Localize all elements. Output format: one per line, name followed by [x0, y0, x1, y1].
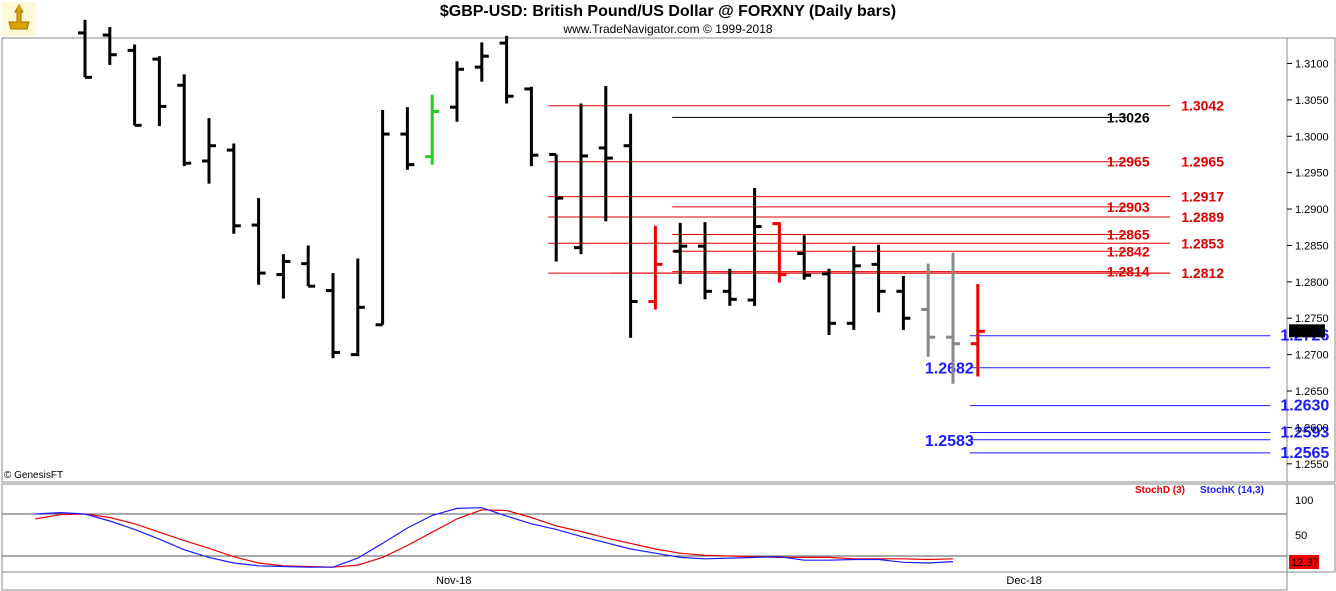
ohlc-bar: [673, 222, 688, 285]
price-tick-label: 1.2900: [1295, 204, 1329, 216]
ohlc-bar: [549, 152, 564, 262]
price-tick-label: 1.3000: [1295, 131, 1329, 143]
chart-title: $GBP-USD: British Pound/US Dollar @ FORX…: [439, 3, 897, 20]
ohlc-bar: [226, 143, 241, 234]
chart-header: $GBP-USD: British Pound/US Dollar @ FORX…: [0, 0, 1336, 38]
ohlc-bar: [896, 276, 911, 330]
ohlc-bar: [499, 35, 514, 104]
ohlc-bar: [722, 268, 737, 306]
level-label: 1.2593: [1280, 425, 1329, 442]
stoch-d-line: [35, 509, 954, 568]
ohlc-bars: [78, 19, 985, 384]
level-label: 1.2853: [1181, 235, 1224, 251]
ohlc-bar: [946, 252, 960, 384]
ohlc-bar: [598, 86, 613, 222]
ohlc-bar: [78, 19, 92, 79]
date-tick-label: Dec-18: [1006, 575, 1041, 587]
ohlc-bar: [152, 56, 167, 127]
level-label: 1.2965: [1181, 154, 1224, 170]
ohlc-bar: [425, 94, 440, 165]
ohlc-bar: [846, 246, 861, 330]
ohlc-bar: [450, 61, 464, 122]
legend-stoch-d: StochD (3): [1135, 485, 1185, 496]
ohlc-bar: [871, 244, 886, 313]
level-label: 1.2842: [1107, 243, 1150, 259]
ohlc-bar: [623, 113, 638, 338]
price-tick-label: 1.3100: [1295, 58, 1329, 70]
level-label: 1.2889: [1181, 209, 1224, 225]
ohlc-bar: [301, 245, 316, 288]
stoch-plot-area: [1, 483, 1288, 573]
price-panel: [1, 37, 1336, 483]
level-label: 1.2814: [1107, 264, 1150, 280]
price-tick-label: 1.2550: [1295, 459, 1329, 471]
ohlc-bar: [698, 222, 712, 300]
price-tick-label: 1.2850: [1295, 240, 1329, 252]
stoch-k-line: [35, 507, 954, 568]
level-label: 1.2917: [1181, 189, 1224, 205]
date-axis: Nov-18 Dec-18: [1, 571, 1288, 591]
price-tick-label: 1.2750: [1295, 313, 1329, 325]
level-label: 1.2812: [1181, 265, 1224, 281]
stoch-last-box: [1289, 555, 1319, 569]
chart-subtitle: www.TradeNavigator.com © 1999-2018: [563, 22, 773, 36]
ohlc-bar: [102, 27, 117, 65]
legend-stoch-k: StochK (14,3): [1200, 485, 1264, 496]
date-tick-label: Nov-18: [436, 575, 471, 587]
ohlc-bar: [524, 86, 539, 167]
level-label: 1.2583: [925, 433, 974, 450]
price-tick-label: 1.2800: [1295, 277, 1329, 289]
ohlc-bar: [772, 222, 787, 283]
stoch-tick-label: 50: [1295, 530, 1307, 542]
level-label: 1.2682: [925, 361, 974, 378]
ohlc-bar: [202, 118, 216, 184]
stochastic-panel: 100 50 StochD (3) StochK (14,3) 12.37: [1, 483, 1336, 573]
last-price-box: [1289, 324, 1325, 338]
stoch-last-label: 12.37: [1291, 557, 1319, 569]
price-tick-label: 1.2600: [1295, 422, 1329, 434]
level-label: 1.2865: [1107, 227, 1150, 243]
ohlc-bar: [350, 258, 365, 357]
price-axis: 1.3100 1.3050 1.3000 1.2950 1.2900 1.2850 1.28…: [1287, 58, 1329, 471]
ohlc-bar: [326, 273, 340, 359]
support-resistance-levels: 1.3042 1.3026 1.2965 1.2965 1.2917 1.2903 1.28…: [548, 98, 1329, 462]
level-label: 1.2903: [1107, 199, 1150, 215]
price-axis-area: [1286, 37, 1336, 483]
ohlc-bar: [474, 42, 489, 82]
ohlc-bar: [400, 107, 415, 170]
date-axis-area: [1, 571, 1288, 591]
price-tick-label: 1.2650: [1295, 386, 1329, 398]
level-label: 1.3026: [1107, 109, 1150, 125]
level-label: 1.2630: [1280, 398, 1329, 415]
level-label: 1.3042: [1181, 98, 1224, 114]
ohlc-bar: [747, 187, 762, 306]
ohlc-bar: [822, 268, 836, 335]
price-plot-area: [1, 37, 1288, 483]
ohlc-bar: [648, 225, 663, 310]
genesis-logo-icon: [2, 2, 36, 36]
ohlc-bar: [574, 103, 588, 255]
ohlc-bar: [970, 284, 985, 377]
ohlc-bar: [375, 110, 390, 327]
price-tick-label: 1.2950: [1295, 168, 1329, 180]
ohlc-bar: [251, 198, 266, 285]
ohlc-bar: [127, 44, 142, 127]
ohlc-bar: [921, 263, 936, 357]
level-label: 1.2965: [1107, 154, 1150, 170]
ohlc-bar: [177, 74, 192, 167]
last-price-label: 1.2732: [1291, 326, 1325, 338]
ohlc-bar: [797, 235, 812, 280]
price-tick-label: 1.3050: [1295, 95, 1329, 107]
level-label: 1.2565: [1280, 445, 1329, 462]
ohlc-bar: [276, 254, 291, 299]
price-tick-label: 1.2700: [1295, 350, 1329, 362]
stoch-tick-label: 100: [1295, 495, 1313, 507]
copyright-label: © GenesisFT: [4, 470, 63, 481]
